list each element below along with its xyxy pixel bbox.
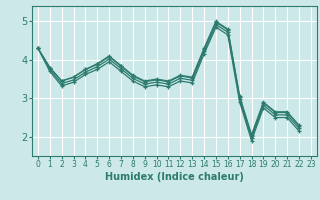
- X-axis label: Humidex (Indice chaleur): Humidex (Indice chaleur): [105, 172, 244, 182]
